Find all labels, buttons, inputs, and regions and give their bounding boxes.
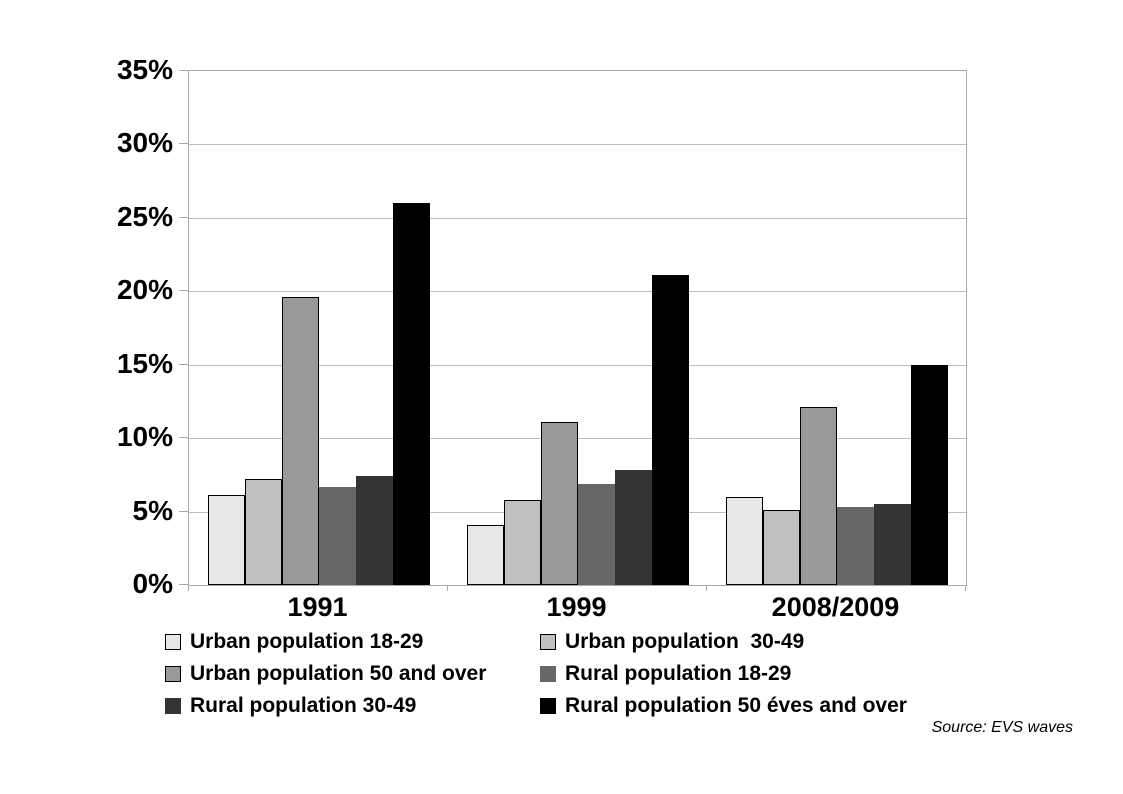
x-category-label: 2008/2009 bbox=[771, 592, 900, 622]
legend-label: Rural population 30-49 bbox=[190, 694, 417, 717]
legend-swatch bbox=[165, 634, 181, 650]
legend-label: Rural population 50 éves and over bbox=[565, 694, 907, 717]
y-axis-label: 5% bbox=[132, 494, 173, 526]
y-axis-tick bbox=[179, 216, 188, 218]
gridline-20 bbox=[189, 291, 966, 293]
bar-rural-population-50-éves-and-over-1991 bbox=[392, 203, 430, 585]
bar-rural-population-30-49-1999 bbox=[614, 470, 652, 585]
bar-urban-population-18-29-1991 bbox=[207, 495, 245, 585]
bar-rural-population-30-49-2008-2009 bbox=[873, 504, 911, 585]
y-axis-tick bbox=[179, 363, 188, 365]
legend-swatch bbox=[540, 634, 556, 650]
source-note: Source: EVS waves bbox=[931, 719, 1073, 736]
bar-urban-population-50-and-over-1991 bbox=[281, 297, 319, 585]
bar-urban-population-50-and-over-2008-2009 bbox=[799, 407, 837, 585]
y-axis-tick bbox=[179, 290, 188, 292]
legend-label: Urban population 30-49 bbox=[565, 630, 805, 653]
gridline-10 bbox=[189, 438, 966, 440]
bar-urban-population-18-29-1999 bbox=[466, 524, 504, 585]
legend-swatch bbox=[540, 698, 556, 714]
y-axis-label: 0% bbox=[132, 568, 173, 599]
gridline-25 bbox=[189, 217, 966, 219]
legend-item-rural-population-50-éves-and-over: Rural population 50 éves and over bbox=[540, 694, 907, 718]
bar-urban-population-50-and-over-1999 bbox=[540, 421, 578, 585]
x-axis-tick bbox=[965, 585, 966, 591]
x-category-label: 1999 bbox=[546, 592, 607, 622]
legend-swatch bbox=[540, 666, 556, 682]
legend-item-urban-population-18-29: Urban population 18-29 bbox=[165, 630, 423, 654]
x-axis-tick bbox=[706, 585, 707, 591]
x-axis-tick bbox=[188, 585, 189, 591]
legend-item-urban-population-50-and-over: Urban population 50 and over bbox=[165, 662, 486, 686]
bar-rural-population-50-éves-and-over-2008-2009 bbox=[910, 364, 948, 585]
gridline-15 bbox=[189, 364, 966, 366]
x-axis-tick bbox=[447, 585, 448, 591]
bar-rural-population-18-29-1991 bbox=[318, 486, 356, 585]
bar-urban-population-30-49-1999 bbox=[503, 499, 541, 585]
y-axis-tick bbox=[179, 584, 188, 585]
legend-item-rural-population-30-49: Rural population 30-49 bbox=[165, 694, 416, 718]
bar-urban-population-30-49-1991 bbox=[244, 479, 282, 585]
y-axis-tick bbox=[179, 143, 188, 145]
bar-urban-population-30-49-2008-2009 bbox=[762, 510, 800, 585]
y-axis-tick bbox=[179, 70, 188, 71]
gridline-30 bbox=[189, 144, 966, 146]
y-axis-tick bbox=[179, 437, 188, 439]
bar-rural-population-50-éves-and-over-1999 bbox=[651, 275, 689, 585]
y-axis-tick bbox=[179, 510, 188, 512]
legend-swatch bbox=[165, 698, 181, 714]
bar-urban-population-18-29-2008-2009 bbox=[725, 496, 763, 585]
y-axis-label: 30% bbox=[116, 127, 173, 159]
bar-rural-population-30-49-1991 bbox=[355, 476, 393, 585]
y-axis-label: 35% bbox=[116, 54, 173, 85]
bar-rural-population-18-29-1999 bbox=[577, 483, 615, 585]
y-axis-label: 10% bbox=[116, 421, 173, 453]
legend-label: Urban population 50 and over bbox=[190, 662, 487, 685]
legend-swatch bbox=[165, 666, 181, 682]
x-category-label: 1991 bbox=[287, 592, 348, 622]
legend-label: Urban population 18-29 bbox=[190, 630, 424, 653]
y-axis-label: 25% bbox=[116, 200, 173, 232]
y-axis-label: 15% bbox=[116, 347, 173, 379]
legend-label: Rural population 18-29 bbox=[565, 662, 792, 685]
legend-item-rural-population-18-29: Rural population 18-29 bbox=[540, 662, 791, 686]
plot-area bbox=[188, 70, 967, 586]
bar-rural-population-18-29-2008-2009 bbox=[836, 507, 874, 585]
y-axis-label: 20% bbox=[116, 274, 173, 306]
legend-item-urban-population-30-49: Urban population 30-49 bbox=[540, 630, 804, 654]
